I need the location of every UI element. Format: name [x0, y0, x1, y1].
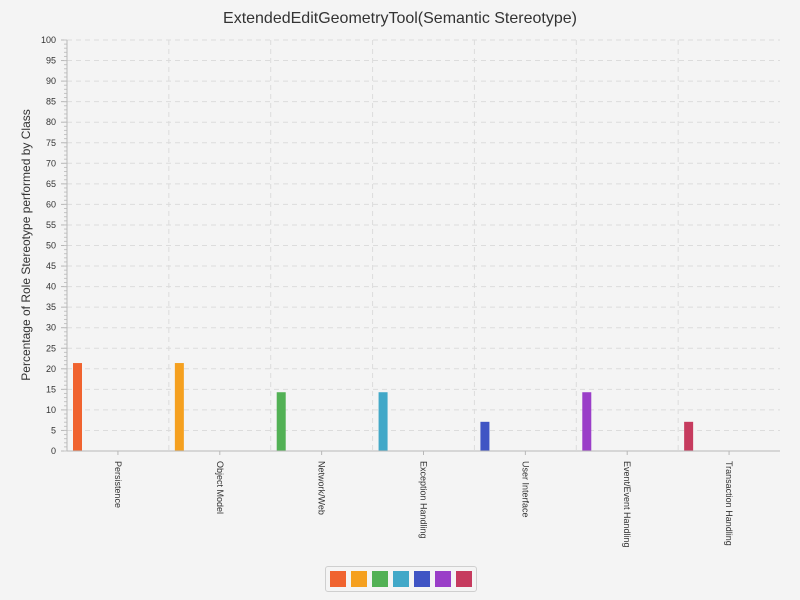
legend-swatch [435, 571, 451, 587]
grid [67, 39, 780, 451]
bar [582, 392, 592, 451]
chart-title: ExtendedEditGeometryTool(Semantic Stereo… [223, 10, 577, 27]
x-tick-label: Transaction Handling [724, 461, 734, 546]
legend-swatch [393, 571, 409, 587]
axes [61, 39, 780, 455]
y-tick-label: 20 [46, 364, 56, 374]
x-tick-label: Persistence [113, 461, 123, 508]
y-tick-label: 10 [46, 405, 56, 415]
legend-swatch [414, 571, 430, 587]
y-tick-label: 35 [46, 302, 56, 312]
y-tick-label: 65 [46, 179, 56, 189]
y-tick-label: 85 [46, 97, 56, 107]
x-tick-label: Exception Handling [419, 461, 429, 539]
y-tick-label: 15 [46, 384, 56, 394]
x-tick-label: User Interface [520, 461, 530, 518]
bar [73, 363, 82, 451]
legend-swatch [456, 571, 472, 587]
legend-swatch [330, 571, 346, 587]
x-tick-label: Event/Event Handling [622, 461, 632, 548]
y-tick-label: 55 [46, 220, 56, 230]
bar [378, 392, 388, 451]
y-tick-labels: 0 5 10 15 20 25 30 35 40 45 50 55 60 65 70 75 80 85 90 95 10… [41, 35, 56, 456]
y-tick-label: 0 [51, 446, 56, 456]
legend [325, 566, 477, 592]
bar [276, 392, 286, 451]
bar [174, 363, 184, 451]
y-tick-label: 40 [46, 282, 56, 292]
y-tick-label: 5 [51, 425, 56, 435]
y-axis-label: Percentage of Role Stereotype performed … [19, 109, 33, 380]
legend-swatch [351, 571, 367, 587]
y-tick-label: 70 [46, 158, 56, 168]
y-tick-label: 90 [46, 76, 56, 86]
y-tick-label: 60 [46, 199, 56, 209]
x-tick-label: Network/Web [317, 461, 327, 515]
y-tick-label: 100 [41, 35, 56, 45]
y-tick-label: 25 [46, 343, 56, 353]
y-tick-label: 45 [46, 261, 56, 271]
x-tick-labels: Persistence Object Model Network/Web Except… [113, 461, 734, 548]
bar [480, 421, 490, 451]
y-tick-label: 80 [46, 117, 56, 127]
y-tick-label: 95 [46, 56, 56, 66]
legend-swatch [372, 571, 388, 587]
y-tick-label: 75 [46, 138, 56, 148]
y-tick-label: 30 [46, 323, 56, 333]
x-tick-label: Object Model [215, 461, 225, 514]
y-tick-label: 50 [46, 241, 56, 251]
bars [73, 363, 694, 451]
bar [684, 421, 694, 451]
